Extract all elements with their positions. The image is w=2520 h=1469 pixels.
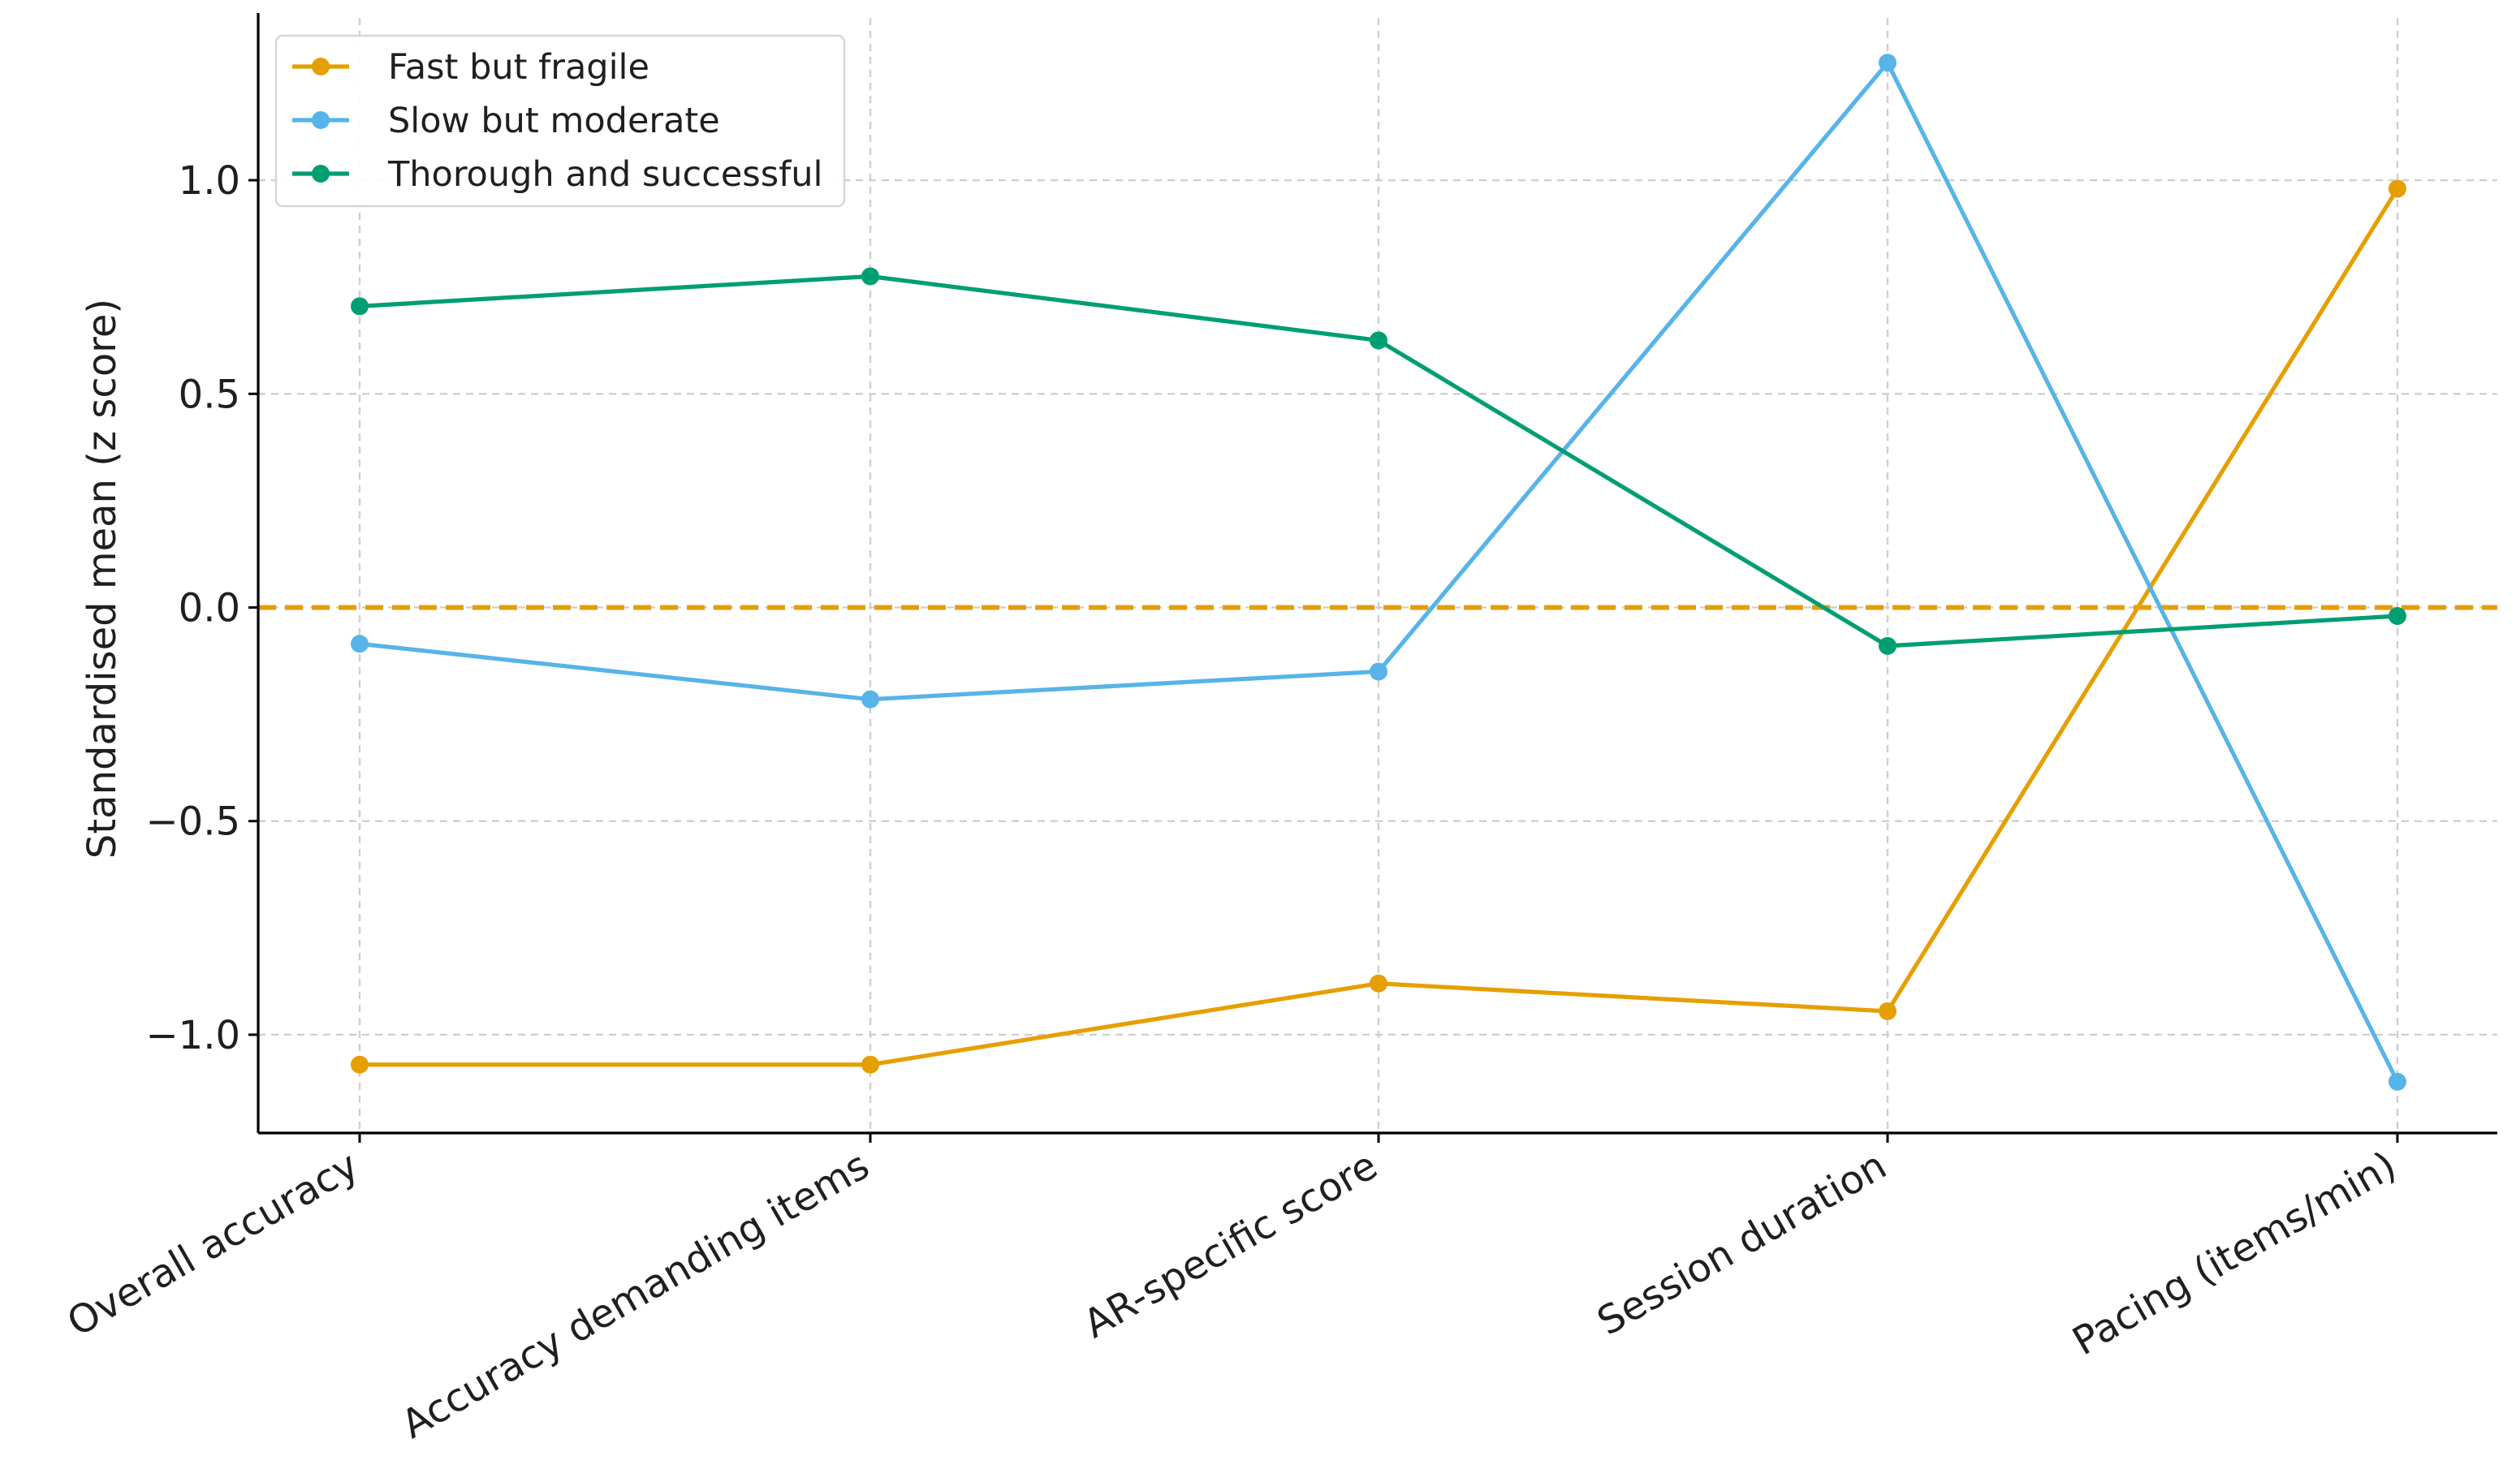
series-point [1879, 636, 1896, 655]
series-point [1370, 974, 1387, 993]
x-tick-label: Overall accuracy [60, 1143, 366, 1346]
grid [258, 18, 2497, 1133]
y-tick-label: −1.0 [145, 1013, 240, 1058]
series-point [1879, 1002, 1896, 1020]
legend-swatch-marker [312, 58, 330, 75]
y-tick-label: 0.5 [179, 372, 240, 417]
series-point [861, 1055, 879, 1074]
legend-swatch-marker [312, 165, 330, 183]
x-tick-label: Pacing (items/min) [2065, 1143, 2404, 1364]
series-point [351, 297, 369, 316]
series-2 [351, 267, 2406, 655]
x-ticks: Overall accuracy Accuracy demanding items… [60, 1133, 2404, 1448]
series-point [351, 1055, 369, 1074]
legend-label: Thorough and successful [387, 154, 822, 195]
y-tick-label: −0.5 [145, 799, 240, 845]
series-point [1879, 54, 1896, 72]
series-point [2388, 607, 2406, 626]
series-point [2388, 179, 2406, 198]
series-point [861, 690, 879, 709]
y-axis-title: Standardised mean (z score) [80, 299, 125, 859]
y-ticks: −1.0 −0.5 0.0 0.5 1.0 [145, 158, 258, 1058]
x-tick-label: Accuracy demanding items [394, 1143, 877, 1448]
y-tick-label: 0.0 [179, 585, 240, 631]
series-point [1370, 331, 1387, 350]
legend-item: Thorough and successful [292, 154, 822, 195]
series-point [351, 635, 369, 653]
x-tick-label: Session duration [1590, 1143, 1894, 1345]
legend-swatch-marker [312, 111, 330, 129]
series-point [2388, 1072, 2406, 1091]
legend-label: Slow but moderate [388, 101, 720, 141]
legend: Fast but fragile Slow but moderate Thoroug… [274, 34, 846, 208]
legend-item: Fast but fragile [292, 47, 649, 88]
y-tick-label: 1.0 [179, 158, 240, 204]
series-0 [351, 179, 2406, 1074]
series-1 [351, 54, 2406, 1091]
legend-item: Slow but moderate [292, 101, 720, 141]
series-group [351, 54, 2406, 1091]
x-tick-label: AR-specific score [1076, 1143, 1385, 1347]
legend-label: Fast but fragile [388, 47, 649, 88]
legend-box [274, 34, 846, 208]
series-point [861, 267, 879, 286]
series-point [1370, 662, 1387, 681]
